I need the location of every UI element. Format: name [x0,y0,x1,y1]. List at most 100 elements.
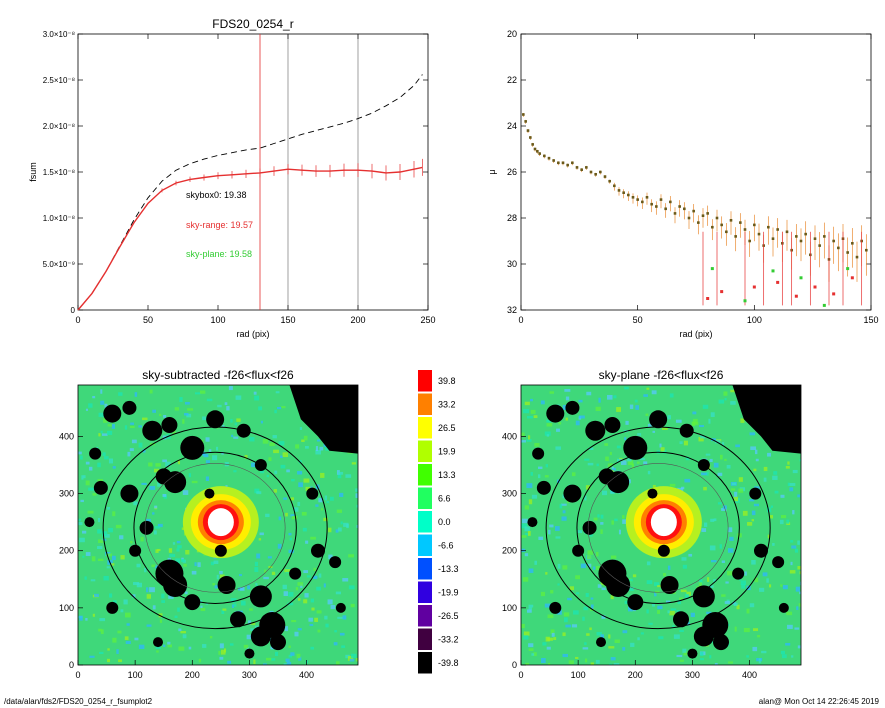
noise-speck [298,656,302,661]
data-point [753,223,756,227]
noise-speck [351,653,357,658]
noise-speck [645,413,649,417]
noise-speck [203,453,209,458]
noise-speck [219,574,225,578]
noise-speck [168,595,174,599]
noise-speck [521,535,527,538]
x-tick-label: 200 [628,670,643,680]
masked-star [106,601,119,614]
noise-speck [356,525,358,528]
noise-speck [527,531,531,536]
masked-star [270,634,286,651]
noise-speck [622,519,627,524]
noise-speck [611,466,614,469]
noise-speck [698,579,703,584]
noise-speck [299,427,303,431]
noise-speck [789,483,796,486]
noise-speck [107,424,112,427]
noise-speck [270,658,276,661]
masked-star [161,417,178,433]
noise-speck [786,519,790,524]
noise-speck [796,606,799,610]
noise-speck [698,436,704,442]
y-tick-label: 400 [59,431,74,441]
noise-speck [799,571,801,575]
noise-speck [264,569,267,573]
noise-speck [283,497,287,500]
noise-speck [231,434,234,438]
x-tick-label: 150 [280,315,295,325]
noise-speck [138,425,142,428]
masked-star [129,544,142,557]
noise-speck [159,619,163,623]
noise-speck [348,554,355,558]
noise-speck [295,587,299,591]
noise-speck [284,626,288,632]
noise-speck [310,536,316,540]
noise-speck [313,575,318,580]
noise-speck [596,632,602,636]
noise-speck [228,386,233,391]
noise-speck [290,497,295,501]
data-point [743,228,747,231]
noise-speck [227,660,232,664]
noise-speck [108,458,113,464]
noise-speck [564,389,571,392]
noise-speck [631,463,634,469]
data-point [636,198,639,201]
noise-speck [628,578,633,582]
noise-speck [717,502,722,505]
noise-speck [726,464,731,469]
noise-speck [730,389,735,393]
noise-speck [616,407,621,412]
noise-speck [703,522,708,527]
masked-star [582,520,597,535]
noise-speck [524,401,530,406]
noise-speck [133,501,138,506]
data-point [837,246,840,250]
noise-speck [637,637,640,641]
noise-speck [709,545,716,551]
noise-speck [102,531,108,536]
noise-speck [347,656,354,661]
noise-speck [297,628,302,631]
noise-speck [337,616,343,619]
noise-speck [582,647,589,650]
noise-speck [661,449,667,454]
noise-speck [188,473,192,478]
noise-speck [92,613,95,617]
masked-star [606,573,631,597]
colorbar-swatch [418,393,432,415]
noise-speck [667,565,671,570]
noise-speck [262,439,269,444]
chart-title: sky-subtracted -f26<flux<f26 [142,368,294,382]
noise-speck [308,617,313,622]
noise-speck [94,593,99,597]
noise-speck [297,501,301,507]
noise-speck [640,632,644,635]
noise-speck [168,548,173,553]
y-axis-label: fsum [28,162,38,182]
noise-speck [169,554,176,557]
noise-speck [155,549,159,553]
noise-speck [223,648,227,653]
noise-speck [290,652,295,656]
noise-speck [548,662,551,665]
y-tick-label: 2.5×10⁻⁸ [43,76,75,85]
noise-speck [208,449,212,452]
noise-speck [555,526,560,531]
noise-speck [646,387,650,390]
noise-speck [337,527,342,532]
noise-speck [288,591,294,597]
data-point [687,216,691,220]
y-tick-label: 1.5×10⁻⁸ [43,168,75,177]
noise-speck [749,603,755,608]
data-point [589,170,593,174]
noise-speck [702,404,709,409]
noise-speck [563,612,570,617]
noise-speck [255,583,258,586]
noise-speck [177,607,180,612]
noise-speck [601,490,608,496]
noise-speck [243,644,249,649]
data-point [710,267,714,271]
